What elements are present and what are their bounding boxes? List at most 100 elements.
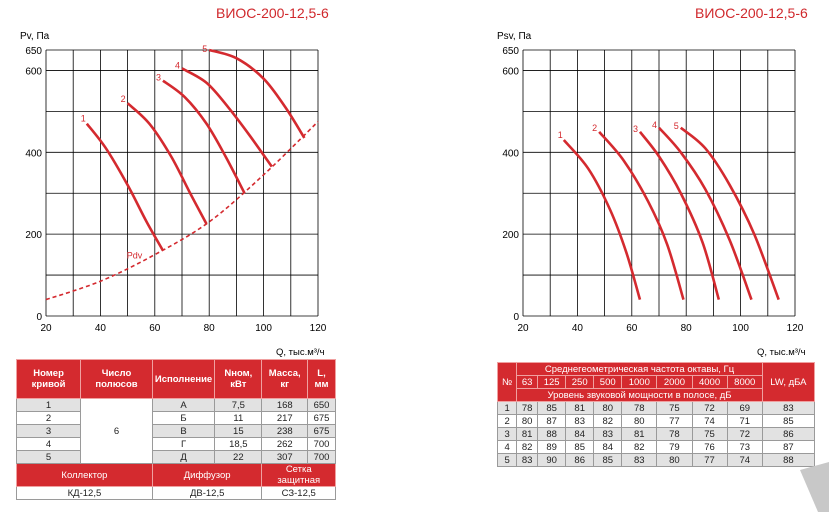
cell: 80	[656, 453, 693, 467]
x-tick-label: 120	[787, 323, 804, 334]
freq-4000: 4000	[691, 375, 728, 389]
series-line-5	[679, 126, 780, 301]
cell: 85	[593, 453, 623, 467]
series-label-5: 5	[674, 121, 679, 131]
cell: 87	[537, 414, 567, 428]
y-tick-label: 600	[25, 66, 42, 77]
psv-xlabel: Q, тыс.м³/ч	[757, 347, 806, 358]
series-line-2	[126, 102, 208, 225]
x-tick-label: 40	[572, 323, 584, 334]
cell: 81	[565, 401, 595, 415]
left-model-title: ВИОС-200-12,5-6	[216, 5, 329, 21]
series-line-2	[598, 130, 685, 300]
y-tick-label: 600	[502, 66, 519, 77]
cell: 88	[761, 453, 816, 467]
col-length: L, мм	[307, 359, 336, 399]
acc-grid-header: Сетка защитная	[261, 463, 336, 487]
col-poles: Число полюсов	[80, 359, 153, 399]
cell: 22	[214, 450, 263, 464]
cell: 675	[307, 411, 336, 425]
series-line-1	[562, 139, 642, 300]
series-line-Pdv	[45, 121, 319, 301]
col-lw: LW, дБА	[761, 362, 816, 402]
cell: 1	[496, 401, 518, 415]
cell: Г	[151, 437, 216, 451]
table-row: 5 Д 22 307 700	[15, 450, 336, 464]
cell: 4	[15, 437, 82, 451]
cell: 238	[261, 424, 309, 438]
x-tick-label: 80	[204, 323, 216, 334]
cell: 262	[261, 437, 309, 451]
x-tick-label: 20	[40, 323, 52, 334]
cell: 83	[593, 427, 623, 441]
series-label-4: 4	[652, 120, 657, 130]
series-label-2: 2	[592, 123, 597, 133]
cell: 85	[537, 401, 567, 415]
cell: 82	[593, 414, 623, 428]
table-row: 5 83 90 86 85 83 80 77 74 88	[496, 453, 816, 467]
freq-63: 63	[516, 375, 539, 389]
series-label-3: 3	[156, 73, 161, 83]
page-corner-decoration	[800, 462, 829, 512]
col-power: Nном, кВт	[214, 359, 263, 399]
freq-8000: 8000	[726, 375, 763, 389]
series-label-1: 1	[558, 130, 563, 140]
cell: 3	[496, 427, 518, 441]
psv-chart: Psv, Па Q, тыс.м³/ч 20 40 60 80 100 120 0 200 40…	[497, 31, 806, 358]
cell: 79	[656, 440, 693, 454]
cell: 81	[516, 427, 539, 441]
series-label-1: 1	[81, 114, 86, 124]
cell: 77	[656, 414, 693, 428]
acc-diffuser-value: ДВ-12,5	[151, 486, 263, 500]
cell: 80	[516, 414, 539, 428]
cell: 69	[726, 401, 763, 415]
cell: 650	[307, 398, 336, 412]
cell: 85	[565, 440, 595, 454]
series-label-Pdv: Pdv	[127, 251, 143, 261]
x-tick-label: 100	[732, 323, 749, 334]
y-tick-label: 200	[25, 230, 42, 241]
fan-spec-table: Номер кривой Число полюсов Исполнение Nн…	[15, 359, 336, 500]
cell: 83	[621, 453, 658, 467]
level-header: Уровень звуковой мощности в полосе, дБ	[516, 388, 763, 402]
x-tick-label: 60	[149, 323, 161, 334]
cell: 87	[761, 440, 816, 454]
cell: 2	[15, 411, 82, 425]
series-line-4	[658, 126, 753, 301]
cell: А	[151, 398, 216, 412]
cell: 89	[537, 440, 567, 454]
series-label-5: 5	[202, 44, 207, 54]
y-tick-label: 400	[502, 148, 519, 159]
cell: 217	[261, 411, 309, 425]
cell: 83	[516, 453, 539, 467]
pv-chart: Pv, Па Q, тыс.м³/ч 20 40 60 80 100 120 0 200 400…	[20, 31, 327, 358]
freq-250: 250	[565, 375, 595, 389]
cell: 76	[691, 440, 728, 454]
cell: 18,5	[214, 437, 263, 451]
table-row: 2 80 87 83 82 80 77 74 71 85	[496, 414, 816, 428]
series-label-3: 3	[633, 124, 638, 134]
col-number: №	[496, 362, 518, 402]
cell: 307	[261, 450, 309, 464]
cell: 675	[307, 424, 336, 438]
cell: 86	[761, 427, 816, 441]
acc-collector-value: КД-12,5	[16, 486, 153, 500]
y-tick-label: 200	[502, 230, 519, 241]
col-version: Исполнение	[151, 359, 216, 399]
series-line-3	[638, 131, 721, 300]
cell: 77	[691, 453, 728, 467]
cell: 4	[496, 440, 518, 454]
x-tick-label: 120	[310, 323, 327, 334]
x-tick-label: 60	[626, 323, 638, 334]
cell: 83	[761, 401, 816, 415]
cell: 75	[656, 401, 693, 415]
acc-grid-value: СЗ-12,5	[261, 486, 336, 500]
series-label-2: 2	[121, 94, 126, 104]
cell: Б	[151, 411, 216, 425]
series-line-4	[181, 67, 273, 168]
cell: 2	[496, 414, 518, 428]
cell: 86	[565, 453, 595, 467]
x-tick-label: 40	[95, 323, 107, 334]
cell: 80	[593, 401, 623, 415]
table-row: 3 В 15 238 675	[15, 424, 336, 438]
